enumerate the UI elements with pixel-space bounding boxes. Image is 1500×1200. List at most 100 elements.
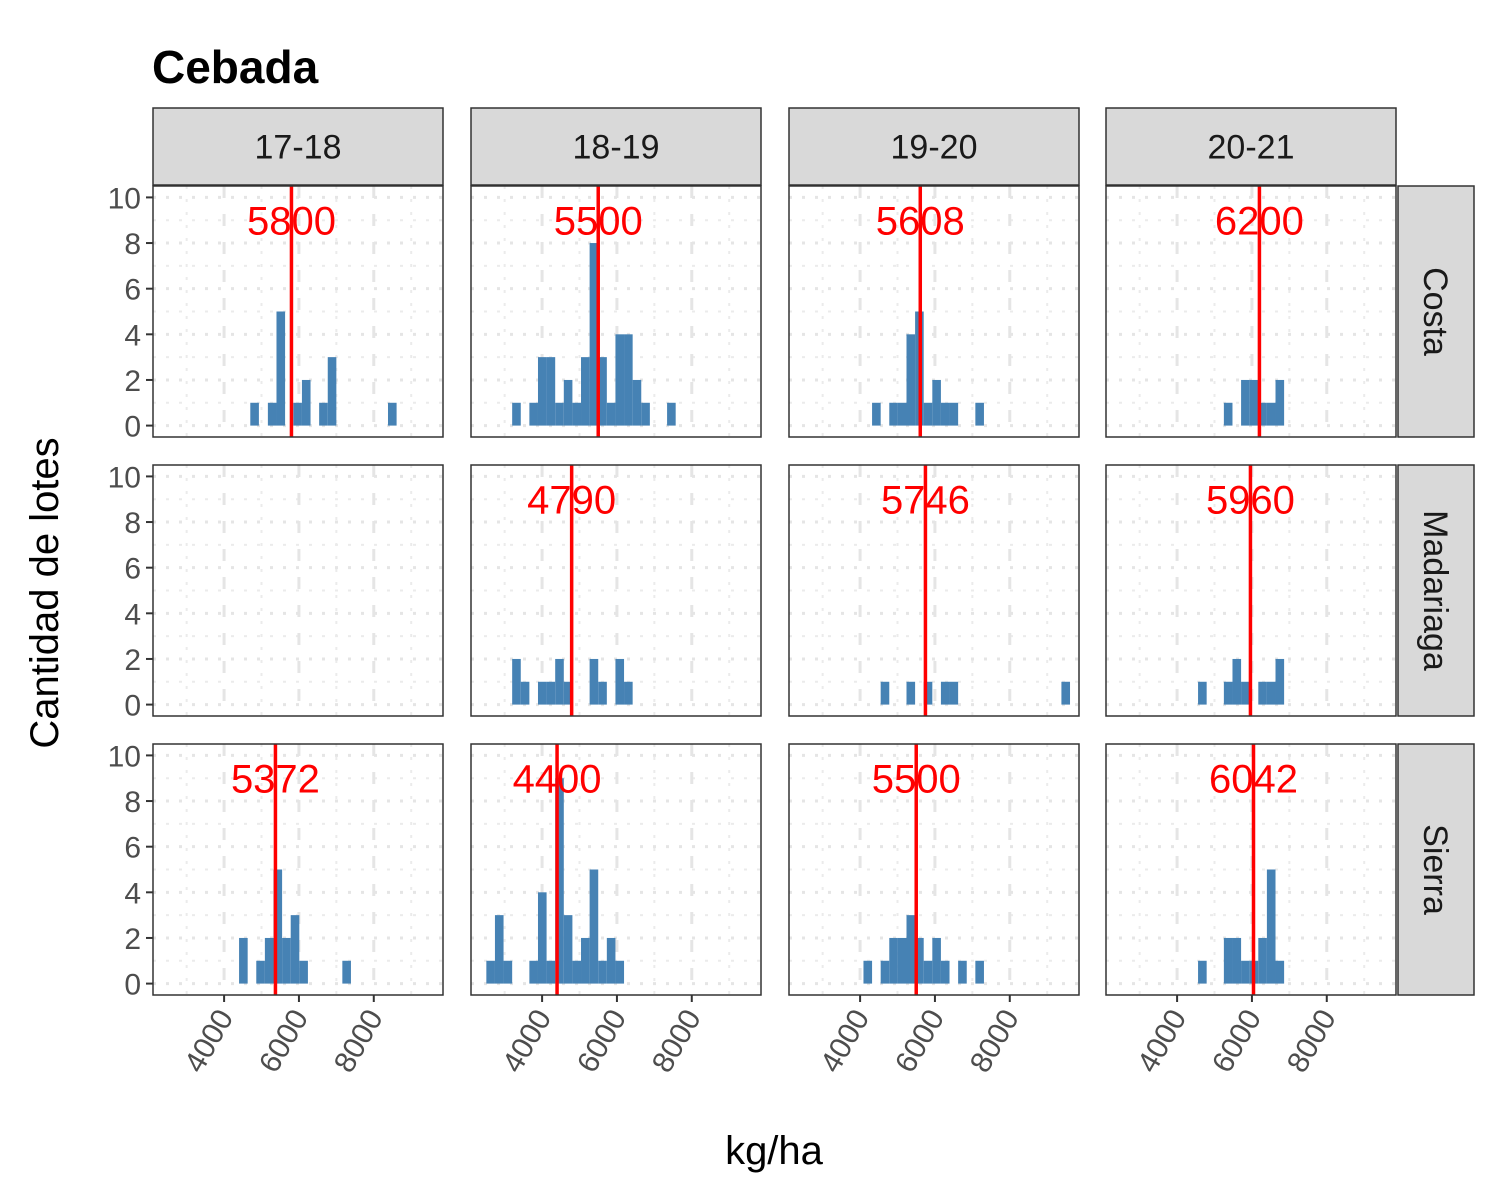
histogram-bar xyxy=(1266,869,1276,984)
strip-col-20-21 xyxy=(1105,107,1397,186)
histogram-bar xyxy=(975,402,984,426)
histogram-bar xyxy=(949,402,959,426)
histogram-bar xyxy=(598,357,607,426)
panel-costa-18-19: 5500 xyxy=(470,185,762,438)
histogram-bar xyxy=(387,402,397,426)
histogram-bar xyxy=(889,937,898,984)
strip-col-label: 18-19 xyxy=(573,129,660,167)
histogram-bar xyxy=(1061,681,1071,705)
histogram-bar xyxy=(1258,681,1267,705)
histogram-bar xyxy=(923,960,933,984)
histogram-bar xyxy=(589,658,599,705)
histogram-bar xyxy=(512,658,521,705)
histogram-bar xyxy=(319,402,328,426)
histogram-bar xyxy=(529,960,538,984)
histogram-bar xyxy=(606,402,616,426)
histogram-bar xyxy=(537,681,547,705)
histogram-bar xyxy=(624,334,633,426)
panel-sierra-18-19: 4400 xyxy=(470,743,762,996)
y-tick-label: 0 xyxy=(124,690,141,723)
panel-border xyxy=(1105,464,1397,717)
y-tick-label: 10 xyxy=(108,740,141,773)
chart-title: Cebada xyxy=(152,41,319,93)
histogram-bar xyxy=(1275,658,1285,705)
histogram-bar xyxy=(624,681,633,705)
panel-border xyxy=(788,464,1080,717)
strip-row-label: Madariaga xyxy=(1416,510,1454,671)
y-tick-label: 6 xyxy=(124,553,141,586)
panel-border xyxy=(788,185,1080,438)
histogram-bar xyxy=(880,681,890,705)
histogram-bar xyxy=(1198,960,1207,984)
histogram-bar xyxy=(932,379,941,426)
histogram-bar xyxy=(239,937,248,984)
histogram-bar xyxy=(598,681,607,705)
histogram-bar xyxy=(1266,402,1276,426)
histogram-bar xyxy=(273,869,283,984)
histogram-bar xyxy=(949,681,959,705)
panel-border xyxy=(152,464,444,717)
histogram-bar xyxy=(1258,402,1267,426)
histogram-bar xyxy=(529,402,538,426)
histogram-bar xyxy=(299,960,308,984)
histogram-bar xyxy=(598,960,607,984)
histogram-bar xyxy=(1275,379,1285,426)
histogram-bar xyxy=(975,960,984,984)
strip-col-label: 19-20 xyxy=(891,129,978,167)
histogram-bar xyxy=(342,960,351,984)
histogram-bar xyxy=(906,681,916,705)
panel-sierra-20-21: 6042 xyxy=(1105,743,1397,996)
histogram-bar xyxy=(546,357,556,426)
histogram-bar xyxy=(1232,937,1242,984)
histogram-bar xyxy=(906,334,916,426)
median-label: 5372 xyxy=(231,757,320,801)
histogram-bar xyxy=(606,937,616,984)
histogram-bar xyxy=(282,937,291,984)
panel-border xyxy=(1105,185,1397,438)
histogram-bar xyxy=(572,960,582,984)
y-tick-label: 2 xyxy=(124,365,141,398)
histogram-bar xyxy=(615,334,625,426)
histogram-bar xyxy=(563,915,573,984)
y-tick-label: 0 xyxy=(124,969,141,1002)
histogram-bar xyxy=(1223,681,1233,705)
x-axis-title: kg/ha xyxy=(725,1129,824,1173)
histogram-bar xyxy=(546,681,556,705)
y-tick-label: 6 xyxy=(124,274,141,307)
histogram-bar xyxy=(667,402,676,426)
y-tick-label: 4 xyxy=(124,877,141,910)
y-tick-label: 2 xyxy=(124,923,141,956)
histogram-bar xyxy=(546,960,556,984)
histogram-bar xyxy=(940,960,950,984)
histogram-bar xyxy=(1241,681,1250,705)
histogram-bar xyxy=(880,960,890,984)
histogram-bar xyxy=(1241,379,1250,426)
y-tick-label: 8 xyxy=(124,786,141,819)
histogram-bar xyxy=(555,658,564,705)
histogram-bar xyxy=(889,402,898,426)
histogram-bar xyxy=(923,681,933,705)
histogram-bar xyxy=(1249,379,1259,426)
histogram-bar xyxy=(572,402,582,426)
panel-costa-20-21: 6200 xyxy=(1105,185,1397,438)
histogram-bar xyxy=(932,937,941,984)
histogram-bar xyxy=(615,960,625,984)
histogram-bar xyxy=(327,357,337,426)
y-tick-label: 4 xyxy=(124,319,141,352)
y-tick-label: 0 xyxy=(124,411,141,444)
histogram-bar xyxy=(872,402,881,426)
histogram-bar xyxy=(1266,681,1276,705)
y-tick-label: 8 xyxy=(124,228,141,261)
strip-row-sierra xyxy=(1397,743,1475,996)
histogram-bar xyxy=(1275,960,1285,984)
y-tick-label: 2 xyxy=(124,644,141,677)
histogram-bar xyxy=(267,402,277,426)
histogram-bar xyxy=(923,402,933,426)
histogram-bar xyxy=(264,937,274,984)
histogram-bar xyxy=(563,379,573,426)
strip-col-label: 20-21 xyxy=(1208,129,1295,167)
histogram-bar xyxy=(615,658,625,705)
histogram-bar xyxy=(486,960,495,984)
panel-sierra-17-18: 5372 xyxy=(152,743,444,996)
